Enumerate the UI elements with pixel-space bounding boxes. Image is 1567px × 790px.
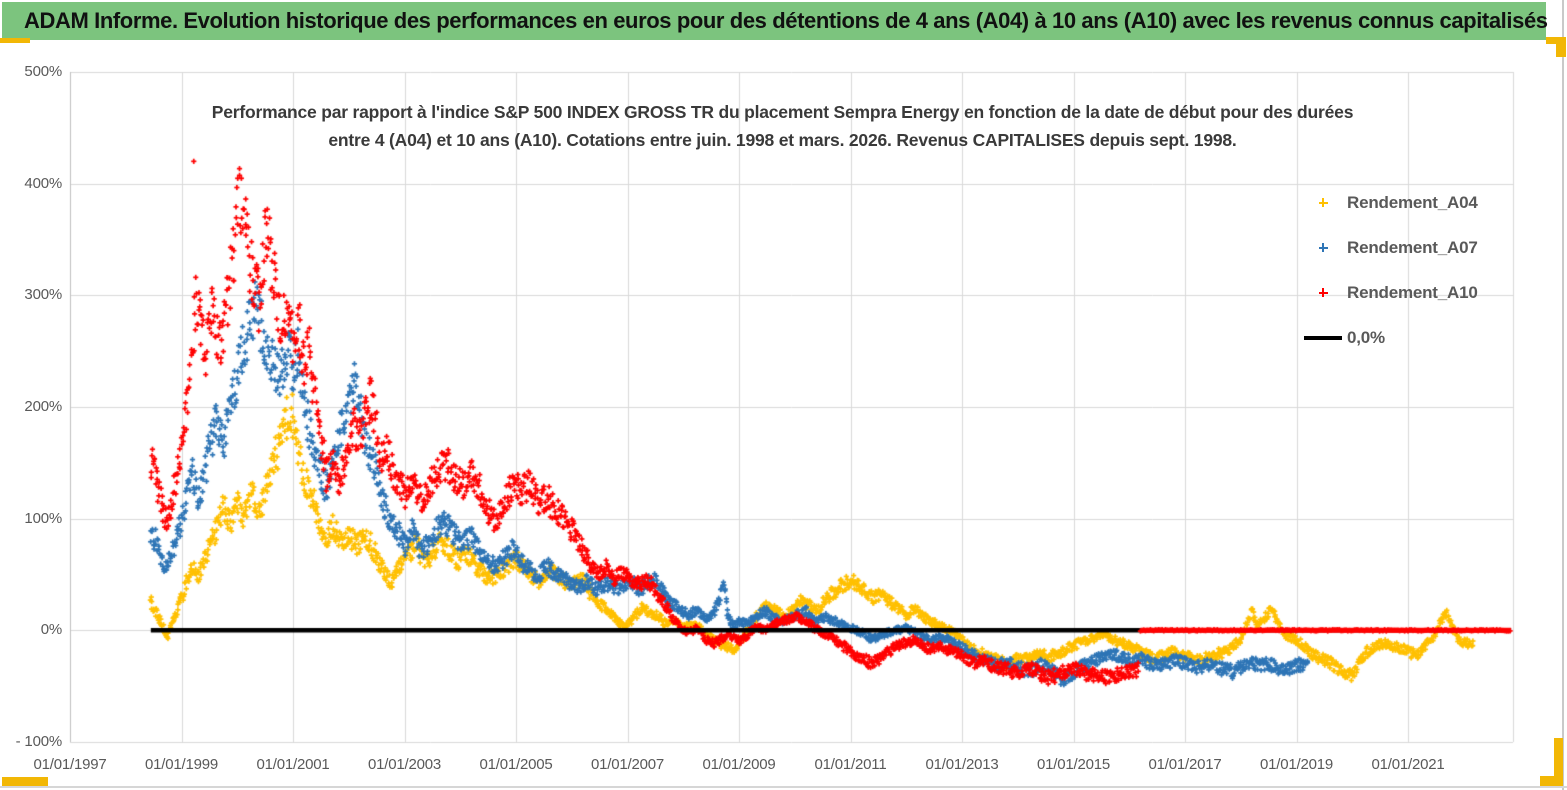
plus-marker-icon — [1318, 287, 1329, 298]
legend-label: Rendement_A07 — [1347, 237, 1478, 257]
yellow-accent-bottom-right-h — [1540, 776, 1563, 786]
chart-title: Performance par rapport à l'indice S&P 5… — [165, 98, 1400, 154]
yellow-accent-top-left — [0, 38, 30, 43]
page-title: ADAM Informe. Evolution historique des p… — [24, 8, 1548, 33]
y-axis-tick-label: 0% — [40, 621, 62, 639]
legend-item-rendement-a07: Rendement_A07 — [1303, 225, 1478, 270]
x-axis-tick-label: 01/01/2019 — [1259, 756, 1334, 773]
x-axis-tick-label: 01/01/2003 — [367, 756, 442, 773]
y-axis-tick-label: 100% — [24, 509, 62, 527]
window-border-bottom — [0, 786, 1567, 788]
legend-item-zero-line: 0,0% — [1303, 315, 1478, 360]
y-axis-tick-label: 200% — [24, 398, 62, 415]
chart-legend: Rendement_A04 Rendement_A07 Rendement_A1… — [1303, 180, 1478, 360]
yellow-accent-top-right-v — [1556, 37, 1566, 57]
x-axis-tick-label: 01/01/2021 — [1371, 756, 1445, 773]
chart-title-line1: Performance par rapport à l'indice S&P 5… — [211, 102, 1354, 122]
chart-object[interactable]: Performance par rapport à l'indice S&P 5… — [0, 40, 1567, 790]
y-axis-tick-label: - 100% — [15, 733, 63, 750]
yellow-accent-bottom-left — [2, 777, 48, 786]
y-axis-tick-label: 400% — [24, 174, 62, 192]
chart-title-line2: entre 4 (A04) et 10 ans (A10). Cotations… — [328, 130, 1237, 150]
x-axis-tick-label: 01/01/2015 — [1036, 756, 1111, 773]
legend-label: Rendement_A04 — [1347, 192, 1478, 212]
legend-item-rendement-a04: Rendement_A04 — [1303, 180, 1478, 225]
plus-marker-icon — [1318, 197, 1329, 208]
yellow-accent-bottom-right-v — [1554, 738, 1563, 786]
x-axis-tick-label: 01/01/2011 — [814, 756, 887, 773]
chart-canvas[interactable] — [0, 40, 1567, 790]
legend-item-rendement-a10: Rendement_A10 — [1303, 270, 1478, 315]
y-axis-tick-label: 300% — [24, 286, 62, 304]
x-axis-tick-label: 01/01/1999 — [144, 756, 219, 773]
line-marker-icon — [1304, 335, 1342, 340]
x-axis-tick-label: 01/01/2007 — [590, 756, 665, 773]
x-axis-tick-label: 01/01/2005 — [479, 756, 553, 773]
legend-label: Rendement_A10 — [1347, 282, 1478, 302]
legend-label: 0,0% — [1347, 327, 1385, 347]
y-axis-tick-label: 500% — [24, 63, 62, 80]
plus-marker-icon — [1318, 242, 1329, 253]
header-bar: ADAM Informe. Evolution historique des p… — [2, 2, 1548, 40]
x-axis-tick-label: 01/01/2009 — [702, 756, 776, 773]
x-axis-tick-label: 01/01/1997 — [33, 756, 107, 773]
x-axis-tick-label: 01/01/2001 — [256, 756, 330, 773]
window-border-right — [1562, 0, 1564, 790]
x-axis-tick-label: 01/01/2013 — [925, 756, 999, 773]
x-axis-tick-label: 01/01/2017 — [1148, 756, 1222, 773]
